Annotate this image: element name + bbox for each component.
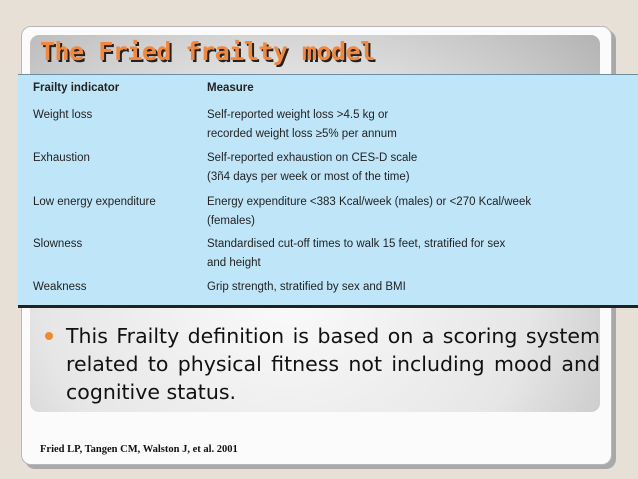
bullet-text: This Frailty definition is based on a sc… bbox=[66, 324, 600, 404]
indicator-cell: Weight loss bbox=[33, 109, 93, 121]
measure-line: Energy expenditure <383 Kcal/week (males… bbox=[207, 196, 532, 208]
measure-cell: Self-reported weight loss >4.5 kg or reco… bbox=[207, 106, 627, 144]
measure-line: and height bbox=[207, 257, 261, 269]
bullet-point: This Frailty definition is based on a sc… bbox=[45, 322, 600, 406]
slide-title: The Fried frailty model bbox=[40, 37, 375, 66]
measure-line: (females) bbox=[207, 215, 255, 227]
indicator-cell: Slowness bbox=[33, 238, 83, 250]
indicator-cell: Exhaustion bbox=[33, 152, 90, 164]
header-measure: Measure bbox=[207, 82, 254, 94]
measure-line: (3ñ4 days per week or most of the time) bbox=[207, 171, 410, 183]
indicator-cell: Weakness bbox=[33, 281, 87, 293]
indicator-cell: Low energy expenditure bbox=[33, 196, 156, 208]
measure-line: Self-reported weight loss >4.5 kg or bbox=[207, 109, 389, 121]
bullet-dot-icon bbox=[45, 332, 53, 340]
frailty-table: Frailty indicator Measure Weight loss Se… bbox=[18, 74, 638, 308]
citation: Fried LP, Tangen CM, Walston J, et al. 2… bbox=[40, 444, 238, 455]
measure-line: Self-reported exhaustion on CES-D scale bbox=[207, 152, 418, 164]
measure-cell: Self-reported exhaustion on CES-D scale (… bbox=[207, 149, 627, 187]
measure-line: Standardised cut-off times to walk 15 fe… bbox=[207, 238, 506, 250]
measure-cell: Standardised cut-off times to walk 15 fe… bbox=[207, 235, 627, 273]
measure-line: recorded weight loss ≥5% per annum bbox=[207, 128, 397, 140]
measure-cell: Grip strength, stratified by sex and BMI bbox=[207, 281, 406, 293]
header-indicator: Frailty indicator bbox=[33, 82, 120, 94]
measure-cell: Energy expenditure <383 Kcal/week (males… bbox=[207, 193, 627, 231]
